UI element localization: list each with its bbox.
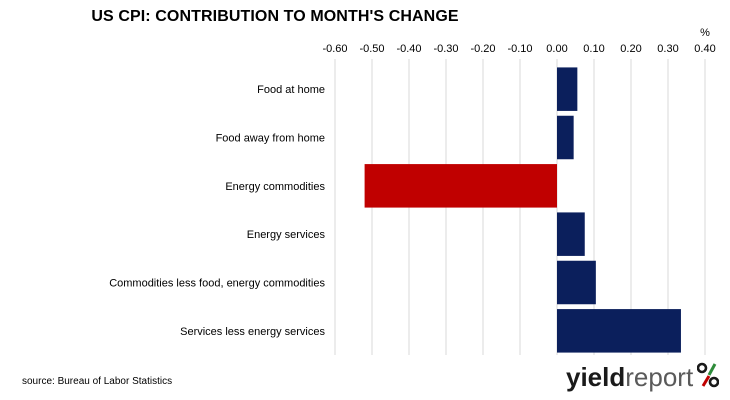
x-tick-label: 0.20 — [620, 43, 641, 55]
category-label: Energy commodities — [225, 181, 325, 193]
x-tick-label: 0.40 — [694, 43, 715, 55]
percent-logo-icon — [696, 362, 720, 388]
x-tick-label: 0.30 — [657, 43, 678, 55]
x-tick-label: -0.30 — [433, 43, 458, 55]
category-label: Food away from home — [216, 133, 325, 145]
yieldreport-logo[interactable]: yieldreport — [566, 362, 720, 392]
category-label: Energy services — [247, 229, 326, 241]
logo-text-report: report — [625, 362, 694, 392]
bar — [557, 115, 574, 160]
x-tick-label: -0.10 — [507, 43, 532, 55]
x-tick-label: -0.60 — [322, 43, 347, 55]
category-labels: Food at home Food away from home Energy co… — [109, 84, 325, 338]
category-label: Commodities less food, energy commoditie… — [109, 278, 325, 290]
x-tick-label: 0.00 — [546, 43, 567, 55]
x-tick-label: 0.10 — [583, 43, 604, 55]
bar — [557, 309, 681, 353]
x-axis-tick-labels: -0.60 -0.50 -0.40 -0.30 -0.20 -0.10 0.00 0.10 0.… — [322, 43, 715, 55]
category-label: Services less energy services — [180, 326, 325, 338]
bar — [364, 164, 557, 208]
category-label: Food at home — [257, 84, 325, 96]
bar — [557, 67, 578, 111]
x-tick-label: -0.20 — [470, 43, 495, 55]
logo-text-yield: yield — [566, 362, 626, 392]
unit-label: % — [700, 27, 710, 39]
bar — [557, 212, 585, 256]
bar — [557, 260, 596, 305]
chart-title: US CPI: CONTRIBUTION TO MONTH'S CHANGE — [91, 8, 459, 25]
x-tick-label: -0.50 — [359, 43, 384, 55]
bars — [364, 67, 681, 353]
x-tick-label: -0.40 — [396, 43, 421, 55]
source-note: source: Bureau of Labor Statistics — [22, 376, 173, 387]
